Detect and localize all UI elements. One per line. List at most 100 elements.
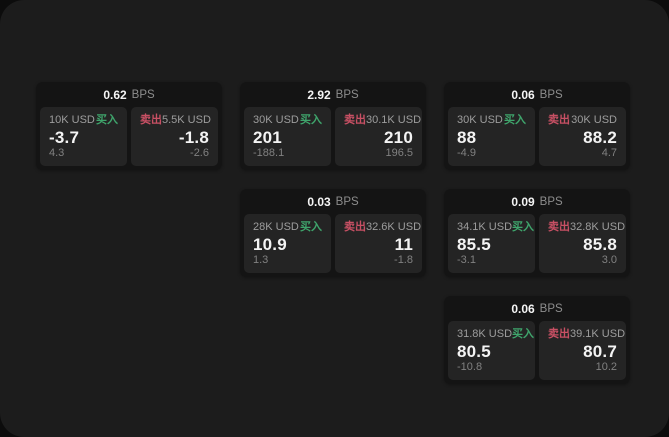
sell-quote-tile[interactable]: 卖出 30K USD 88.2 4.7	[539, 107, 626, 166]
buy-price: 10.9	[253, 234, 287, 254]
sell-price: 210	[384, 127, 413, 147]
bps-unit-label: BPS	[539, 302, 563, 315]
sell-side-label: 卖出	[548, 328, 570, 340]
sell-side-label: 卖出	[140, 114, 162, 126]
quote-cards-grid: 0.62 BPS 10K USD 买入 -3.7 4.3 卖出	[36, 82, 630, 384]
sell-delta: -1.8	[394, 254, 413, 266]
buy-amount: 30K USD	[457, 114, 503, 126]
buy-tile-top-row: 31.8K USD 买入	[457, 328, 534, 341]
sell-amount: 30.1K USD	[366, 114, 422, 126]
buy-tile-top-row: 10K USD 买入	[49, 114, 118, 127]
bps-value: 0.06	[511, 87, 535, 102]
bps-header: 0.06 BPS	[444, 296, 630, 321]
buy-side-label: 买入	[504, 114, 526, 126]
buy-tile-top-row: 34.1K USD 买入	[457, 221, 534, 234]
buy-amount: 34.1K USD	[457, 221, 513, 233]
buy-amount: 31.8K USD	[457, 328, 513, 340]
sell-delta: 4.7	[601, 147, 617, 159]
buy-side-label: 买入	[300, 221, 322, 233]
sell-quote-tile[interactable]: 卖出 32.8K USD 85.8 3.0	[539, 214, 626, 273]
sell-quote-tile[interactable]: 卖出 5.5K USD -1.8 -2.6	[131, 107, 218, 166]
buy-delta: -10.8	[457, 361, 483, 373]
buy-price: -3.7	[49, 127, 80, 147]
sell-price: 88.2	[583, 127, 617, 147]
buy-tile-top-row: 28K USD 买入	[253, 221, 322, 234]
quote-card: 0.62 BPS 10K USD 买入 -3.7 4.3 卖出	[36, 82, 222, 170]
buy-delta: -3.1	[457, 254, 476, 266]
buy-price: 88	[457, 127, 477, 147]
buy-quote-tile[interactable]: 10K USD 买入 -3.7 4.3	[40, 107, 127, 166]
sell-tile-top-row: 卖出 30.1K USD	[344, 114, 421, 127]
buy-price: 201	[253, 127, 282, 147]
bps-value: 0.62	[103, 87, 127, 102]
bps-header: 2.92 BPS	[240, 82, 426, 107]
bps-unit-label: BPS	[539, 195, 563, 208]
sell-tile-top-row: 卖出 5.5K USD	[140, 114, 211, 127]
buy-delta: -188.1	[253, 147, 285, 159]
buy-price: 85.5	[457, 234, 491, 254]
quote-card: 0.09 BPS 34.1K USD 买入 85.5 -3.1 卖出	[444, 189, 630, 277]
sell-delta: 3.0	[601, 254, 617, 266]
bps-value: 0.09	[511, 194, 535, 209]
quote-panels: 31.8K USD 买入 80.5 -10.8 卖出 39.1K USD 80.…	[444, 321, 630, 384]
sell-tile-top-row: 卖出 32.8K USD	[548, 221, 625, 234]
buy-quote-tile[interactable]: 30K USD 买入 88 -4.9	[448, 107, 535, 166]
quote-panels: 30K USD 买入 201 -188.1 卖出 30.1K USD 210 1…	[240, 107, 426, 170]
buy-quote-tile[interactable]: 28K USD 买入 10.9 1.3	[244, 214, 331, 273]
buy-amount: 30K USD	[253, 114, 299, 126]
sell-side-label: 卖出	[344, 221, 366, 233]
buy-side-label: 买入	[96, 114, 118, 126]
bps-header: 0.09 BPS	[444, 189, 630, 214]
quote-card: 0.03 BPS 28K USD 买入 10.9 1.3 卖出	[240, 189, 426, 277]
buy-amount: 28K USD	[253, 221, 299, 233]
sell-side-label: 卖出	[548, 221, 570, 233]
sell-amount: 32.6K USD	[366, 221, 422, 233]
bps-unit-label: BPS	[131, 88, 155, 101]
sell-amount: 32.8K USD	[570, 221, 626, 233]
buy-side-label: 买入	[512, 221, 535, 233]
sell-amount: 39.1K USD	[570, 328, 626, 340]
buy-tile-top-row: 30K USD 买入	[253, 114, 322, 127]
bps-header: 0.62 BPS	[36, 82, 222, 107]
sell-price: -1.8	[178, 127, 209, 147]
buy-delta: 1.3	[253, 254, 269, 266]
buy-delta: -4.9	[457, 147, 476, 159]
buy-side-label: 买入	[300, 114, 322, 126]
sell-tile-top-row: 卖出 39.1K USD	[548, 328, 625, 341]
sell-amount: 30K USD	[571, 114, 617, 126]
sell-tile-top-row: 卖出 30K USD	[548, 114, 617, 127]
sell-quote-tile[interactable]: 卖出 30.1K USD 210 196.5	[335, 107, 422, 166]
quote-card: 0.06 BPS 31.8K USD 买入 80.5 -10.8 卖	[444, 296, 630, 384]
bps-header: 0.03 BPS	[240, 189, 426, 214]
buy-amount: 10K USD	[49, 114, 95, 126]
sell-price: 80.7	[583, 341, 617, 361]
sell-quote-tile[interactable]: 卖出 32.6K USD 11 -1.8	[335, 214, 422, 273]
sell-tile-top-row: 卖出 32.6K USD	[344, 221, 421, 234]
bps-header: 0.06 BPS	[444, 82, 630, 107]
buy-quote-tile[interactable]: 34.1K USD 买入 85.5 -3.1	[448, 214, 535, 273]
bps-unit-label: BPS	[335, 88, 359, 101]
bps-unit-label: BPS	[539, 88, 563, 101]
bps-value: 2.92	[307, 87, 331, 102]
sell-amount: 5.5K USD	[162, 114, 211, 126]
sell-delta: 196.5	[385, 147, 413, 159]
quote-panels: 10K USD 买入 -3.7 4.3 卖出 5.5K USD -1.8 -2.…	[36, 107, 222, 170]
sell-delta: 10.2	[595, 361, 617, 373]
quote-card: 2.92 BPS 30K USD 买入 201 -188.1 卖出	[240, 82, 426, 170]
bps-value: 0.03	[307, 194, 331, 209]
quote-panels: 30K USD 买入 88 -4.9 卖出 30K USD 88.2 4.7	[444, 107, 630, 170]
buy-quote-tile[interactable]: 31.8K USD 买入 80.5 -10.8	[448, 321, 535, 380]
sell-price: 11	[394, 234, 413, 254]
buy-delta: 4.3	[49, 147, 65, 159]
sell-delta: -2.6	[190, 147, 209, 159]
sell-quote-tile[interactable]: 卖出 39.1K USD 80.7 10.2	[539, 321, 626, 380]
buy-quote-tile[interactable]: 30K USD 买入 201 -188.1	[244, 107, 331, 166]
sell-price: 85.8	[583, 234, 617, 254]
buy-price: 80.5	[457, 341, 491, 361]
buy-side-label: 买入	[512, 328, 535, 340]
buy-tile-top-row: 30K USD 买入	[457, 114, 526, 127]
quote-panels: 28K USD 买入 10.9 1.3 卖出 32.6K USD 11 -1.8	[240, 214, 426, 277]
sell-side-label: 卖出	[344, 114, 366, 126]
